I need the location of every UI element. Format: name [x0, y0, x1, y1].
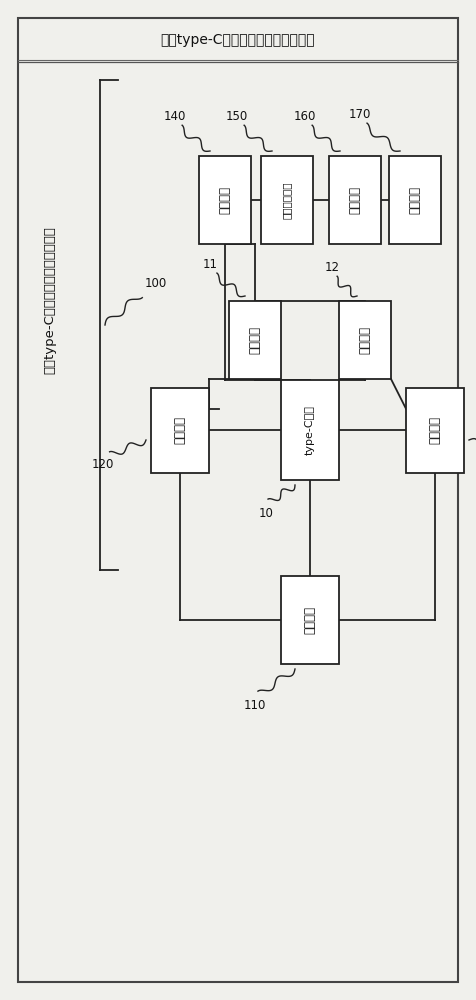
- Text: 控制模块: 控制模块: [428, 416, 442, 444]
- Text: 下拉电阻: 下拉电阻: [358, 326, 371, 354]
- Text: 基于type-C接口的负载功率检测装置: 基于type-C接口的负载功率检测装置: [43, 226, 57, 374]
- Bar: [229, 301, 281, 379]
- Text: 负载模块: 负载模块: [218, 186, 231, 214]
- Bar: [151, 387, 209, 473]
- Bar: [261, 156, 313, 244]
- Text: 150: 150: [226, 110, 248, 123]
- Text: 供电模块: 供电模块: [304, 606, 317, 634]
- Text: 功率检测模块: 功率检测模块: [282, 181, 292, 219]
- Text: 160: 160: [294, 110, 316, 123]
- Bar: [281, 380, 339, 480]
- Text: 110: 110: [244, 699, 266, 712]
- Text: type-C接口: type-C接口: [305, 405, 315, 455]
- Text: 基于type-C接口的负载功率检测装置: 基于type-C接口的负载功率检测装置: [161, 33, 315, 47]
- Text: 170: 170: [349, 108, 371, 121]
- Text: 140: 140: [164, 110, 186, 123]
- Text: 100: 100: [145, 277, 167, 290]
- Bar: [281, 576, 339, 664]
- Text: 10: 10: [258, 507, 273, 520]
- Text: 判断模块: 判断模块: [348, 186, 361, 214]
- Text: 120: 120: [92, 458, 114, 471]
- Bar: [339, 301, 391, 379]
- Text: 检测模块: 检测模块: [173, 416, 187, 444]
- Text: 11: 11: [202, 258, 218, 271]
- Bar: [389, 156, 441, 244]
- Text: 上拉电阻: 上拉电阻: [248, 326, 261, 354]
- Bar: [199, 156, 251, 244]
- Bar: [406, 387, 464, 473]
- Bar: [329, 156, 381, 244]
- Text: 显示模块: 显示模块: [408, 186, 422, 214]
- Text: 12: 12: [325, 261, 339, 274]
